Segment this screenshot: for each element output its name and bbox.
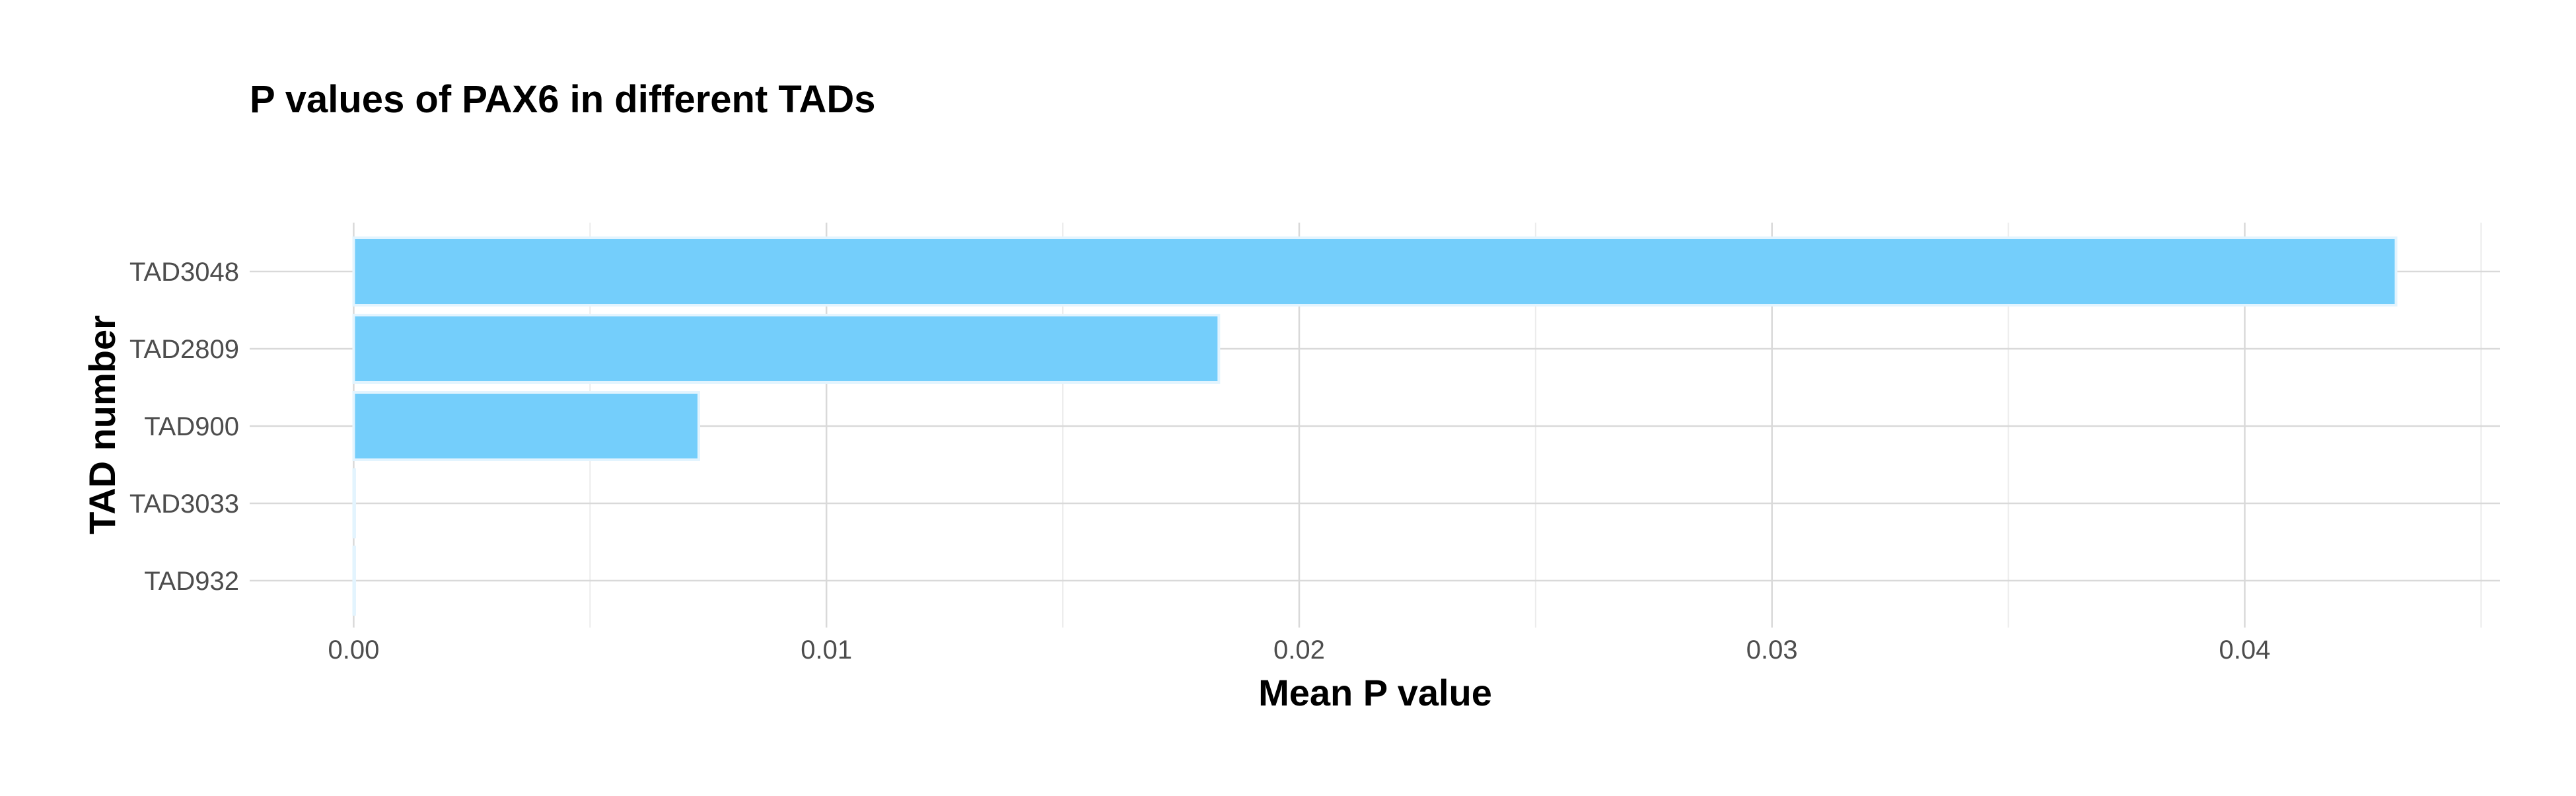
bar-tad900 (352, 391, 700, 461)
y-axis-title: TAD number (81, 315, 123, 534)
x-tick-label: 0.02 (1273, 635, 1325, 665)
x-tick-label: 0.01 (801, 635, 852, 665)
x-tick-label: 0.03 (1746, 635, 1798, 665)
bar-tad2809 (352, 314, 1221, 384)
x-tick-label: 0.04 (2219, 635, 2271, 665)
bars (352, 236, 2398, 616)
tick-labels: TAD3048 TAD2809 TAD900 TAD3033 TAD932 0.00 0.0… (129, 258, 2270, 665)
y-tick-label: TAD3033 (129, 489, 239, 519)
x-axis-title: Mean P value (1258, 672, 1492, 713)
bar-tad3033 (352, 468, 356, 538)
y-tick-label: TAD2809 (129, 335, 239, 364)
x-tick-label: 0.00 (328, 635, 380, 665)
y-tick-label: TAD932 (144, 567, 239, 596)
chart-title: P values of PAX6 in different TADs (250, 78, 876, 121)
y-tick-label: TAD3048 (129, 258, 239, 287)
bar-tad3048 (352, 236, 2398, 307)
bar-tad932 (352, 546, 356, 616)
y-tick-label: TAD900 (144, 412, 239, 441)
